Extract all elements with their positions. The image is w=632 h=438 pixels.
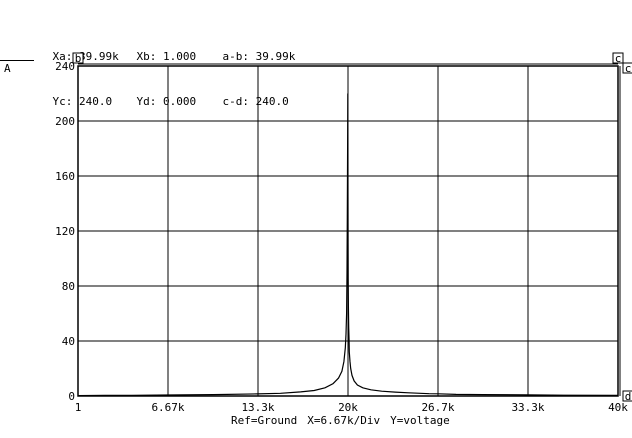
y-tick-label: 160 xyxy=(55,170,75,183)
cursor-marker-c: c xyxy=(615,52,622,65)
y-tick-label: 0 xyxy=(68,390,75,403)
y-tick-label: 200 xyxy=(55,115,75,128)
cursor-marker-d: d xyxy=(625,390,632,403)
readout-xb: Xb: 1.000 xyxy=(136,50,197,63)
footer-ref: Ref=Ground xyxy=(231,414,298,427)
plot-border xyxy=(77,65,619,397)
series-line xyxy=(77,93,619,397)
cursor-marker-box xyxy=(622,62,632,74)
y-tick-label: 120 xyxy=(55,225,75,238)
x-tick-label: 20k xyxy=(338,401,358,414)
plot-footer: Ref=Ground X=6.67k/Div Y=voltage xyxy=(231,414,460,427)
plot-frame xyxy=(77,63,621,397)
y-tick-label: 240 xyxy=(55,60,75,73)
x-tick-label: 6.67k xyxy=(151,401,184,414)
x-tick-label: 13.3k xyxy=(241,401,274,414)
readout-yc: Yc: 240.0 xyxy=(52,95,113,108)
x-tick-label: 33.3k xyxy=(511,401,544,414)
readout-a-b: a-b: 39.99k xyxy=(222,50,296,63)
readout-c-d: c-d: 240.0 xyxy=(222,95,289,108)
readout-xa: Xa: 39.99k xyxy=(52,50,119,63)
cursor-markers: b cc d xyxy=(72,52,632,403)
trace-label-underline xyxy=(0,60,34,61)
readout-row-1: Xa: 39.99k Xb: 1.000 a-b: 39.99k xyxy=(26,34,296,63)
readout-yd: Yd: 0.000 xyxy=(136,95,197,108)
cursor-marker-c: c xyxy=(625,62,632,75)
x-axis-tick-labels: 1 6.67k 13.3k 20k 26.7k 33.3k 40k xyxy=(75,401,629,414)
y-tick-label: 80 xyxy=(62,280,75,293)
cursor-marker-b: b xyxy=(75,52,82,65)
cursor-marker-box xyxy=(622,390,632,402)
x-tick-label: 40k xyxy=(608,401,628,414)
readout-row-2: Yc: 240.0 Yd: 0.000 c-d: 240.0 xyxy=(26,79,295,108)
x-tick-label: 26.7k xyxy=(421,401,454,414)
x-tick-label: 1 xyxy=(75,401,82,414)
trace-label[interactable]: A xyxy=(4,62,11,75)
footer-xdiv: X=6.67k/Div xyxy=(307,414,381,427)
footer-ytype: Y=voltage xyxy=(390,414,450,427)
cursor-readout: Xa: 39.99k Xb: 1.000 a-b: 39.99k Yc: 240.0… xyxy=(26,4,296,109)
cursor-marker-box xyxy=(612,52,624,64)
cursor-marker-box xyxy=(72,52,84,64)
y-tick-label: 40 xyxy=(62,335,75,348)
y-axis-tick-labels: 0 40 80 120 160 200 240 xyxy=(55,60,75,403)
